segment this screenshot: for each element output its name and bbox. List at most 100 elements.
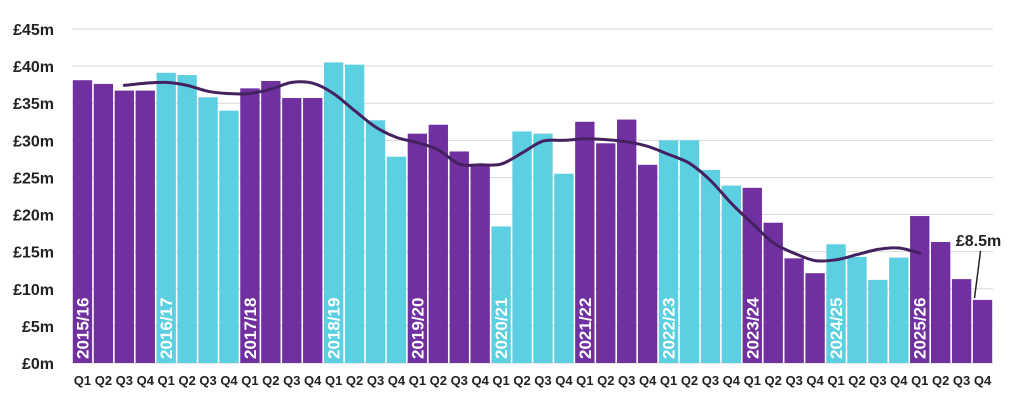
x-tick-label: Q1 [74,373,91,388]
y-tick-label: £30m [13,133,54,150]
y-tick-label: £15m [13,245,54,262]
bar [784,258,804,363]
bars [72,62,993,364]
x-tick-label: Q1 [325,373,342,388]
x-tick-label: Q4 [220,373,238,388]
bar [847,256,867,363]
bar [972,299,993,363]
x-tick-label: Q2 [95,373,112,388]
x-tick-label: Q4 [806,373,824,388]
bar [386,156,407,363]
y-tick-label: £25m [13,170,54,187]
x-tick-label: Q3 [534,373,551,388]
year-label: 2020/21 [492,298,511,359]
x-tick-label: Q3 [702,373,719,388]
annotation-label: £8.5m [956,233,1001,250]
annotation-leader-line [973,250,982,299]
x-tick-label: Q1 [158,373,175,388]
bar [344,64,365,364]
bar [219,110,239,364]
bar [742,187,762,363]
x-tick-label: Q4 [723,373,741,388]
bar [931,242,951,363]
x-tick-label: Q1 [576,373,593,388]
bar [868,279,888,363]
bar [637,164,658,363]
bar [491,226,511,363]
year-label: 2021/22 [576,298,595,359]
year-label: 2024/25 [827,298,846,359]
y-tick-label: £0m [22,356,54,373]
bar [805,273,825,363]
y-tick-label: £5m [22,319,54,336]
bar [596,143,616,363]
x-tick-label: Q4 [974,373,992,388]
x-tick-label: Q4 [137,373,155,388]
y-tick-label: £20m [13,208,54,225]
x-tick-label: Q1 [827,373,844,388]
x-tick-label: Q2 [848,373,865,388]
x-tick-label: Q2 [346,373,363,388]
year-label: 2015/16 [73,298,92,359]
x-tick-label: Q4 [471,373,489,388]
bar [554,173,574,363]
x-tick-label: Q2 [262,373,279,388]
x-tick-label: Q1 [911,373,928,388]
bar [72,80,93,364]
x-tick-label: Q2 [430,373,447,388]
bar [428,124,448,363]
x-tick-label: Q2 [178,373,195,388]
y-tick-label: £40m [13,59,54,76]
x-tick-label: Q4 [304,373,322,388]
y-tick-label: £10m [13,282,54,299]
x-tick-label: Q1 [744,373,761,388]
bar [658,140,679,363]
bar [240,88,260,363]
year-label: 2023/24 [743,297,762,359]
bar [889,257,909,363]
x-tick-label: Q3 [451,373,468,388]
bar [303,98,323,363]
x-tick-label: Q1 [492,373,509,388]
bar [721,185,742,363]
x-tick-label: Q1 [241,373,258,388]
bar [365,120,386,363]
bar [198,97,218,363]
x-tick-label: Q2 [765,373,782,388]
x-tick-label: Q3 [953,373,970,388]
bar [951,279,972,363]
x-tick-label: Q4 [890,373,908,388]
x-tick-label: Q3 [367,373,384,388]
y-tick-label: £35m [13,96,54,113]
x-tick-label: Q2 [513,373,530,388]
year-label: 2016/17 [157,298,176,359]
bar [763,222,783,363]
bar [470,165,490,363]
bar [679,140,700,363]
x-tick-label: Q3 [283,373,300,388]
bar [700,170,721,363]
year-label: 2017/18 [241,298,260,359]
x-tick-label: Q2 [932,373,949,388]
x-tick-label: Q3 [869,373,886,388]
bar [449,151,469,363]
bar [407,133,428,363]
bar [575,121,595,364]
bar [114,90,134,364]
trend-line-group [122,80,922,263]
bar [282,98,302,363]
bar [323,62,344,364]
bar [512,131,532,363]
x-tick-label: Q4 [639,373,657,388]
x-tick-label: Q3 [199,373,216,388]
bar [261,80,281,363]
annotations: £8.5m [956,233,1001,299]
y-tick-label: £45m [13,22,54,39]
bar [177,75,197,364]
x-tick-label: Q4 [388,373,406,388]
x-tick-label: Q1 [409,373,426,388]
x-axis-ticks: Q1 Q2 Q3 Q4 Q1 Q2 Q3 Q4 Q1 Q2 Q3 Q4 Q1 Q2 Q3 Q4 Q1 Q2 Q3 Q4… [74,373,992,388]
x-tick-label: Q3 [116,373,133,388]
year-label: 2022/23 [660,298,679,359]
bar [93,83,114,364]
